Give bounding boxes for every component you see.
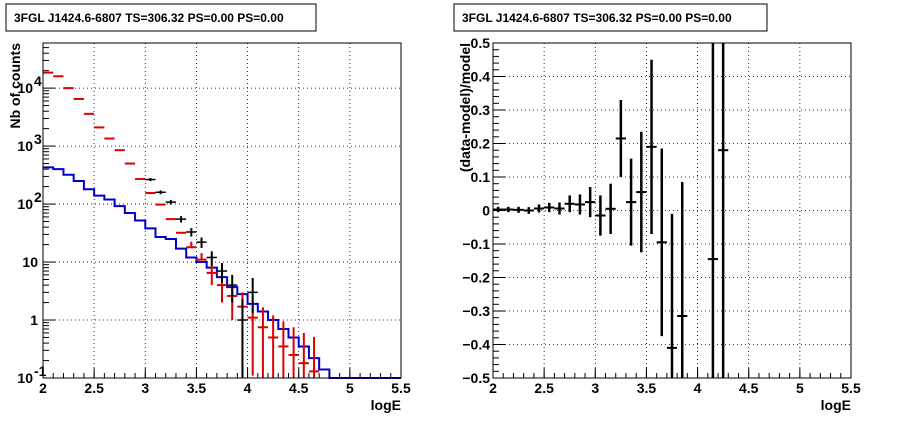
right-y-tick-label: 0 [482, 203, 490, 219]
right-x-tick-label: 3 [591, 380, 599, 396]
left-y-tick-exponent: 4 [34, 73, 42, 89]
left-chart-title: 3FGL J1424.6-6807 TS=306.32 PS=0.00 PS=0… [14, 11, 284, 25]
left-x-tick-label: 2.5 [84, 380, 104, 396]
right-y-tick-label: −0.1 [462, 236, 490, 252]
right-x-tick-label: 3.5 [637, 380, 657, 396]
left-x-tick-label: 4 [244, 380, 252, 396]
right-x-axis-title: logE [821, 397, 851, 413]
right-y-tick-label: 0.1 [471, 169, 491, 185]
left-x-tick-label: 5.5 [391, 380, 411, 396]
right-x-tick-label: 4 [694, 380, 702, 396]
left-x-tick-label: 3.5 [187, 380, 207, 396]
left-x-axis-title: logE [371, 397, 401, 413]
left-x-tick-label: 4.5 [289, 380, 309, 396]
right-title-box [453, 3, 768, 32]
left-y-tick-label: 10 [17, 196, 33, 212]
left-x-tick-label: 5 [346, 380, 354, 396]
left-y-tick-exponent: 3 [34, 131, 42, 147]
right-chart-title: 3FGL J1424.6-6807 TS=306.32 PS=0.00 PS=0… [462, 11, 732, 25]
right-x-tick-label: 5.5 [841, 380, 861, 396]
left-title-box [5, 3, 317, 32]
counts-panel: 3FGL J1424.6-6807 TS=306.32 PS=0.00 PS=0… [5, 3, 411, 413]
right-x-tick-label: 5 [796, 380, 804, 396]
residuals-panel: 3FGL J1424.6-6807 TS=306.32 PS=0.00 PS=0… [453, 3, 861, 413]
left-y-tick-label: 1 [30, 312, 38, 328]
right-y-tick-label: −0.2 [462, 270, 490, 286]
left-y-tick-label: 10 [17, 370, 33, 386]
right-x-tick-label: 4.5 [739, 380, 759, 396]
left-x-tick-label: 2 [39, 380, 47, 396]
left-y-tick-exponent: 2 [34, 189, 42, 205]
right-y-tick-label: 0.4 [471, 69, 491, 85]
right-y-tick-label: 0.5 [471, 35, 491, 51]
right-y-axis-title: (data-model)/model [457, 43, 473, 172]
right-y-tick-label: −0.4 [462, 337, 490, 353]
right-y-tick-label: 0.3 [471, 102, 491, 118]
left-y-tick-label: 10 [17, 80, 33, 96]
left-plot-frame [42, 42, 402, 379]
right-y-tick-label: −0.3 [462, 303, 490, 319]
right-y-tick-label: −0.5 [462, 370, 490, 386]
right-x-tick-label: 2.5 [534, 380, 554, 396]
left-y-tick-label: 10 [17, 138, 33, 154]
right-x-tick-label: 2 [489, 380, 497, 396]
right-y-tick-label: 0.2 [471, 136, 491, 152]
left-y-tick-label: 10 [22, 254, 38, 270]
left-y-axis-title: Nb of counts [7, 43, 23, 129]
left-y-tick-exponent: -1 [34, 363, 47, 379]
left-x-tick-label: 3 [141, 380, 149, 396]
